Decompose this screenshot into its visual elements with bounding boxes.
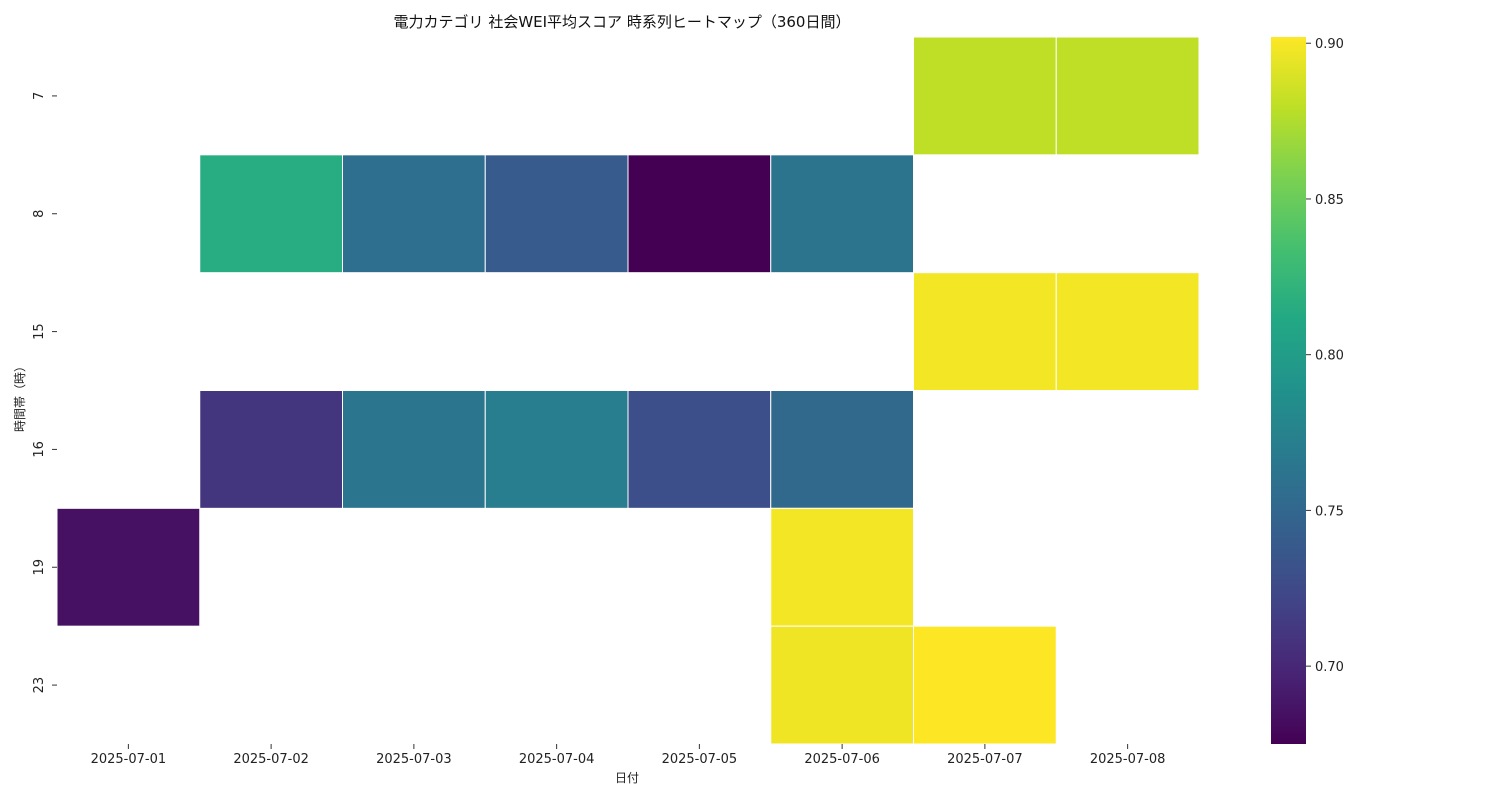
- colorbar-tick-label: 0.75: [1315, 504, 1344, 519]
- y-tick-label: 8: [32, 210, 47, 218]
- heatmap-cell: [199, 390, 343, 509]
- heatmap-cell: [484, 390, 629, 509]
- heatmap-cell: [770, 390, 914, 509]
- heatmap-cell: [770, 507, 914, 627]
- x-tick-label: 2025-07-04: [519, 752, 595, 767]
- x-tick-label: 2025-07-07: [947, 752, 1023, 767]
- colorbar-tick-label: 0.90: [1315, 37, 1344, 52]
- colorbar: 0.70 0.75 0.80 0.85 0.90: [1271, 37, 1344, 744]
- x-tick-label: 2025-07-03: [376, 752, 452, 767]
- y-axis: 7 8 15 16 19 23: [32, 92, 57, 694]
- heatmap-cell: [913, 625, 1057, 745]
- y-axis-label: 時間帯（時）: [13, 360, 27, 432]
- x-tick-label: 2025-07-08: [1090, 752, 1166, 767]
- colorbar-tick-label: 0.80: [1315, 349, 1344, 364]
- chart-title: 電力カテゴリ 社会WEI平均スコア 時系列ヒートマップ（360日間）: [394, 13, 851, 31]
- x-tick-label: 2025-07-05: [662, 752, 738, 767]
- heatmap-cell: [913, 272, 1057, 391]
- heatmap-cell: [627, 390, 772, 509]
- heatmap-cell: [770, 154, 914, 274]
- colorbar-tick-label: 0.85: [1315, 193, 1344, 208]
- x-tick-label: 2025-07-01: [91, 752, 167, 767]
- y-tick-label: 16: [32, 441, 47, 458]
- heatmap-cell: [1055, 272, 1200, 391]
- heatmap-cell: [342, 154, 486, 274]
- heatmap-cell: [770, 625, 914, 745]
- x-axis-label: 日付: [615, 771, 639, 785]
- colorbar-tick-label: 0.70: [1315, 660, 1344, 675]
- y-tick-label: 15: [32, 323, 47, 340]
- heatmap-cell: [913, 36, 1057, 156]
- heatmap-cells: [56, 36, 1200, 745]
- heatmap-cell: [56, 507, 201, 627]
- y-tick-label: 7: [32, 92, 47, 100]
- heatmap-cell: [627, 154, 772, 274]
- x-axis: 2025-07-01 2025-07-02 2025-07-03 2025-07-04…: [91, 744, 1166, 767]
- heatmap-cell: [1055, 36, 1200, 156]
- heatmap-cell: [342, 390, 486, 509]
- heatmap-cell: [199, 154, 343, 274]
- x-tick-label: 2025-07-06: [804, 752, 880, 767]
- y-tick-label: 19: [32, 559, 47, 576]
- heatmap-cell: [484, 154, 629, 274]
- colorbar-gradient: [1271, 37, 1306, 744]
- x-tick-label: 2025-07-02: [233, 752, 309, 767]
- y-tick-label: 23: [32, 677, 47, 694]
